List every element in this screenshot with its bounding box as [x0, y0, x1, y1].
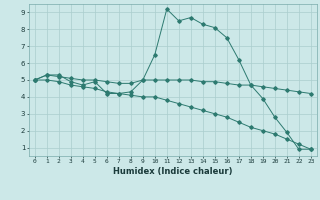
X-axis label: Humidex (Indice chaleur): Humidex (Indice chaleur): [113, 167, 233, 176]
